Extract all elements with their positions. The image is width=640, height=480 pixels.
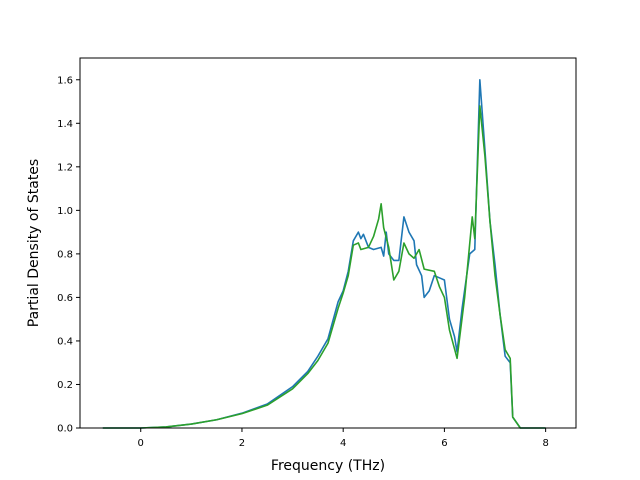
x-tick-label: 8 [542,438,548,449]
y-tick-label: 1.4 [57,119,73,130]
y-tick-label: 0.4 [57,336,73,347]
series-layer [102,78,546,429]
x-axis-label: Frequency (THz) [271,458,385,474]
y-tick-label: 1.0 [57,206,73,217]
x-tick-label: 6 [441,438,447,449]
x-axis-ticks: 0 2 4 6 8 [138,428,549,449]
x-tick-label: 0 [138,438,144,449]
y-axis-ticks: 0.0 0.2 0.4 0.6 0.8 1.0 1.2 1.4 1.6 [57,75,80,435]
series-line-2 [102,105,546,429]
y-tick-label: 1.2 [57,162,73,173]
x-tick-label: 2 [239,438,245,449]
y-axis-label: Partial Density of States [26,159,42,327]
y-tick-label: 0.0 [57,424,73,435]
y-tick-label: 1.6 [57,75,73,86]
x-tick-label: 4 [340,438,346,449]
y-tick-label: 0.8 [57,249,73,260]
series-line-1 [102,78,546,429]
plot-frame [79,57,577,429]
y-tick-label: 0.6 [57,293,73,304]
y-tick-label: 0.2 [57,380,73,391]
